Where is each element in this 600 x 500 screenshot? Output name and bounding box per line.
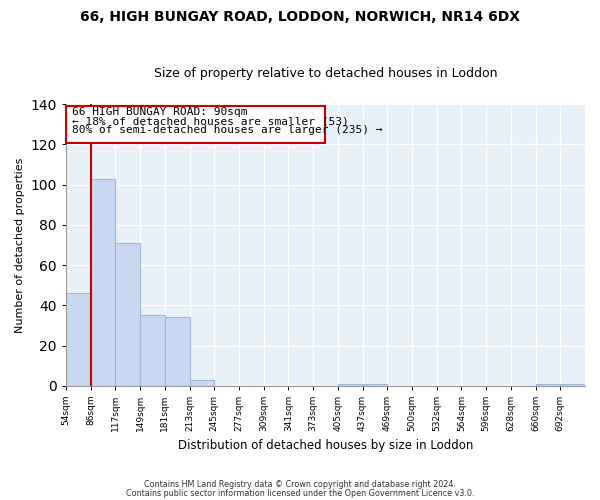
X-axis label: Distribution of detached houses by size in Loddon: Distribution of detached houses by size … (178, 440, 473, 452)
Bar (91, 178, 115, 386)
FancyBboxPatch shape (66, 106, 325, 144)
Text: Contains public sector information licensed under the Open Government Licence v3: Contains public sector information licen… (126, 489, 474, 498)
Bar (115, 243, 140, 386)
Bar (66, 294, 91, 386)
Text: 66 HIGH BUNGAY ROAD: 90sqm: 66 HIGH BUNGAY ROAD: 90sqm (72, 108, 248, 118)
Text: 66, HIGH BUNGAY ROAD, LODDON, NORWICH, NR14 6DX: 66, HIGH BUNGAY ROAD, LODDON, NORWICH, N… (80, 10, 520, 24)
Bar (560, 384, 585, 386)
Bar (140, 316, 165, 386)
Bar (536, 384, 560, 386)
Bar (190, 380, 214, 386)
Bar (338, 384, 362, 386)
Y-axis label: Number of detached properties: Number of detached properties (15, 158, 25, 332)
Bar (165, 318, 190, 386)
Text: 80% of semi-detached houses are larger (235) →: 80% of semi-detached houses are larger (… (72, 126, 383, 136)
Bar (362, 384, 387, 386)
Text: Contains HM Land Registry data © Crown copyright and database right 2024.: Contains HM Land Registry data © Crown c… (144, 480, 456, 489)
Title: Size of property relative to detached houses in Loddon: Size of property relative to detached ho… (154, 66, 497, 80)
Text: ← 18% of detached houses are smaller (53): ← 18% of detached houses are smaller (53… (72, 116, 349, 126)
